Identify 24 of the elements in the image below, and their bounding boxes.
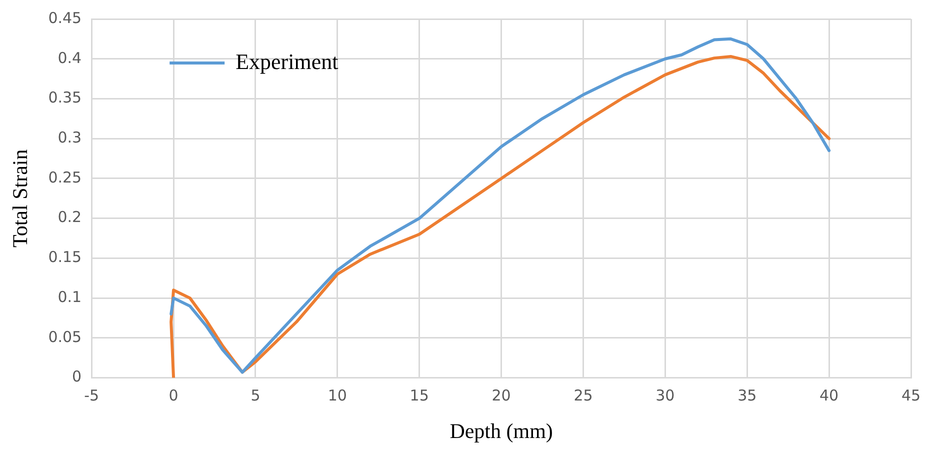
y-tick-label: 0.45 bbox=[48, 8, 82, 27]
y-tick-label: 0.35 bbox=[48, 88, 82, 107]
x-tick-label: 5 bbox=[250, 386, 260, 405]
x-axis-title: Depth (mm) bbox=[450, 418, 553, 443]
x-tick-label: 0 bbox=[168, 386, 178, 405]
x-tick-label: 35 bbox=[738, 386, 757, 405]
y-tick-label: 0.15 bbox=[48, 248, 82, 266]
y-tick-label: 0.2 bbox=[58, 208, 82, 226]
y-tick-label: 0.05 bbox=[48, 328, 82, 346]
x-tick-label: 10 bbox=[328, 386, 347, 405]
y-tick-label: 0.1 bbox=[58, 288, 82, 306]
y-tick-label: 0 bbox=[72, 368, 82, 386]
y-tick-label: 0.3 bbox=[58, 128, 82, 146]
x-tick-label: 30 bbox=[656, 386, 675, 405]
y-tick-label: 0.25 bbox=[48, 168, 82, 186]
x-tick-label: 25 bbox=[574, 386, 593, 405]
y-axis-title: Total Strain bbox=[8, 148, 32, 248]
x-tick-label: 15 bbox=[410, 386, 429, 405]
y-tick-label: 0.4 bbox=[58, 48, 82, 67]
x-tick-label: 45 bbox=[901, 386, 921, 405]
x-tick-label: -5 bbox=[84, 386, 100, 405]
x-tick-label: 20 bbox=[492, 386, 511, 405]
legend-label: Experiment bbox=[236, 48, 338, 74]
x-tick-label: 40 bbox=[820, 386, 839, 405]
